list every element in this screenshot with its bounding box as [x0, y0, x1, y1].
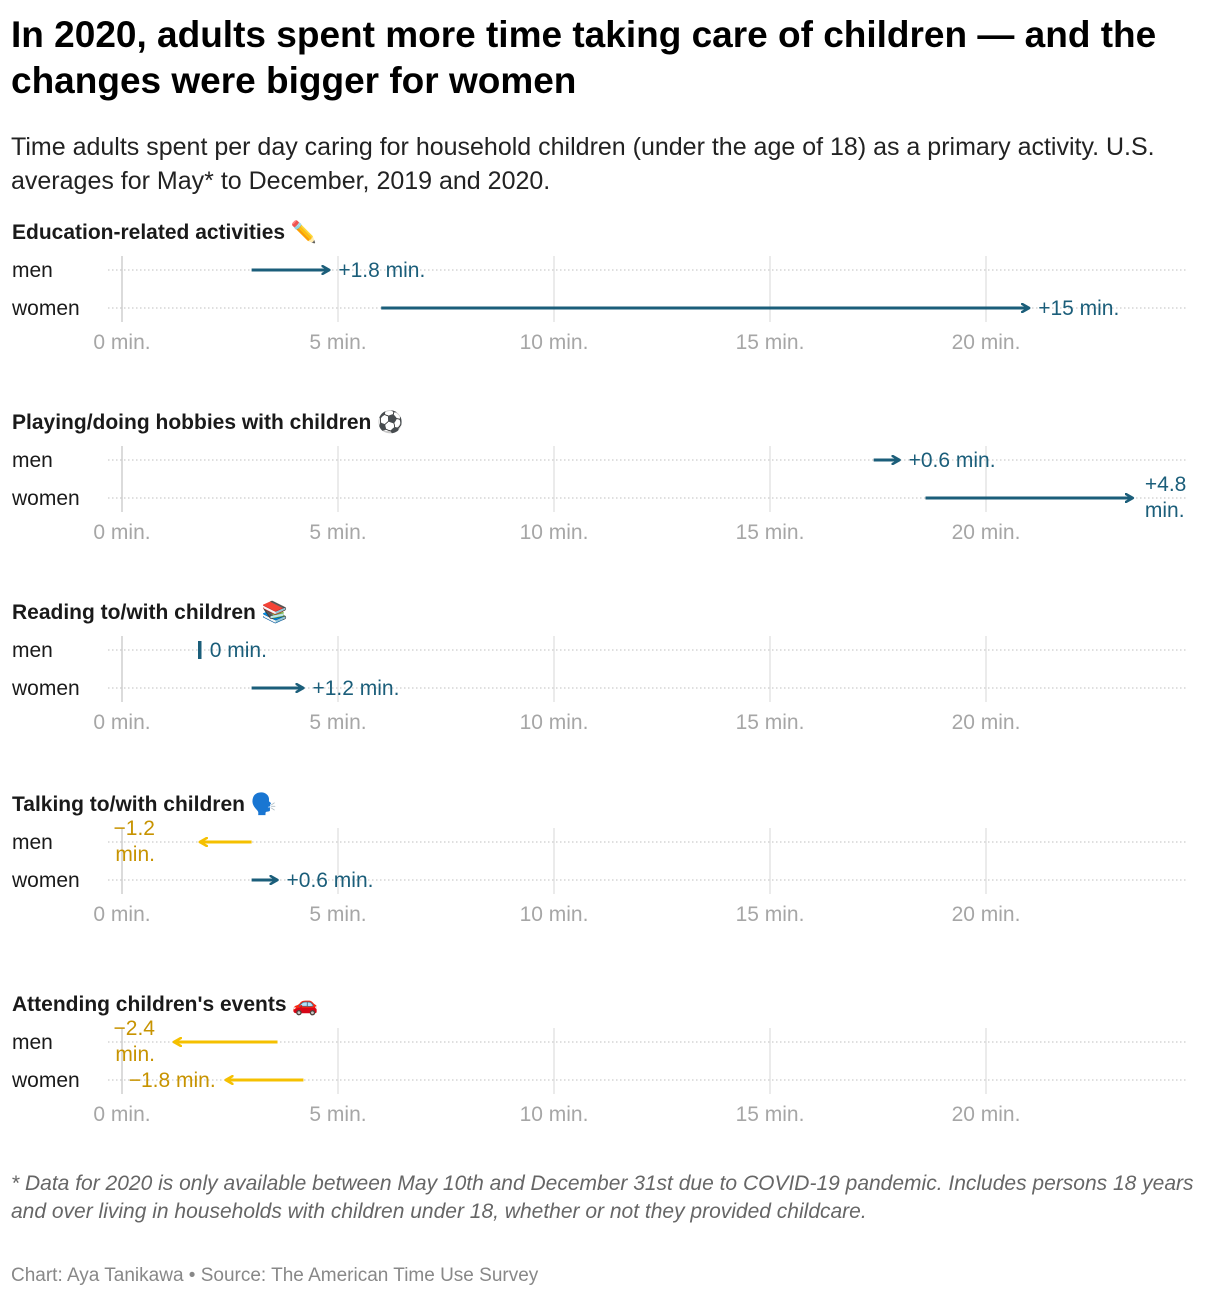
- row-label-men: men: [12, 831, 53, 854]
- row-label-men: men: [12, 449, 53, 472]
- panel-title: Playing/doing hobbies with children ⚽: [12, 409, 403, 434]
- panel-title: Talking to/with children 🗣️: [12, 791, 277, 816]
- x-tick-label: 15 min.: [736, 331, 805, 354]
- panel-title: Education-related activities ✏️: [12, 219, 317, 244]
- chart-title: In 2020, adults spent more time taking c…: [11, 14, 1157, 101]
- x-tick-label: 10 min.: [520, 711, 589, 734]
- x-tick-label: 20 min.: [952, 903, 1021, 926]
- row-label-women: women: [11, 1069, 80, 1092]
- change-label-line: min.: [115, 1043, 155, 1066]
- x-tick-label: 10 min.: [520, 521, 589, 544]
- x-tick-label: 0 min.: [93, 903, 150, 926]
- row-label-men: men: [12, 259, 53, 282]
- x-tick-label: 20 min.: [952, 711, 1021, 734]
- x-tick-label: 5 min.: [309, 711, 366, 734]
- panel-2: Playing/doing hobbies with children ⚽ 0 m…: [11, 409, 1186, 544]
- arrow-chart: Education-related activities ✏️ 0 min. 5 m…: [11, 219, 1186, 1126]
- row-label-men: men: [12, 1031, 53, 1054]
- x-tick-label: 0 min.: [93, 521, 150, 544]
- chart-subtitle: Time adults spent per day caring for hou…: [11, 133, 1155, 195]
- x-tick-label: 0 min.: [93, 331, 150, 354]
- x-tick-label: 10 min.: [520, 331, 589, 354]
- panel-title: Attending children's events 🚗: [12, 993, 319, 1016]
- change-label: −1.8 min.: [129, 1069, 216, 1092]
- x-tick-label: 20 min.: [952, 521, 1021, 544]
- x-tick-label: 0 min.: [93, 711, 150, 734]
- x-tick-label: 5 min.: [309, 903, 366, 926]
- x-tick-label: 20 min.: [952, 331, 1021, 354]
- x-tick-label: 5 min.: [309, 1103, 366, 1126]
- x-tick-label: 15 min.: [736, 903, 805, 926]
- panel-5: Attending children's events 🚗 0 min. 5 min…: [11, 993, 1186, 1126]
- change-label-line: −1.2: [114, 817, 155, 840]
- row-label-women: women: [11, 677, 80, 700]
- change-label: −2.4 min.: [114, 1017, 156, 1066]
- source-credit: Chart: Aya Tanikawa • Source: The Americ…: [11, 1265, 539, 1286]
- change-label-line: +4.8: [1145, 473, 1186, 496]
- panel-3: Reading to/with children 📚 0 min. 5 min. 10…: [11, 600, 1186, 734]
- x-tick-label: 15 min.: [736, 1103, 805, 1126]
- row-label-women: women: [11, 869, 80, 892]
- footnote: * Data for 2020 is only available betwee…: [11, 1172, 1194, 1223]
- change-label: 0 min.: [210, 639, 267, 662]
- x-tick-label: 15 min.: [736, 711, 805, 734]
- x-tick-label: 15 min.: [736, 521, 805, 544]
- change-label-line: −2.4: [114, 1017, 156, 1040]
- row-label-women: women: [11, 297, 80, 320]
- change-label: +1.8 min.: [338, 259, 425, 282]
- panel-1: Education-related activities ✏️ 0 min. 5 m…: [11, 219, 1186, 354]
- change-label-line: min.: [115, 843, 155, 866]
- x-tick-label: 10 min.: [520, 1103, 589, 1126]
- change-label: +15 min.: [1038, 297, 1119, 320]
- x-tick-label: 20 min.: [952, 1103, 1021, 1126]
- panel-4: Talking to/with children 🗣️ 0 min. 5 min. 1…: [11, 791, 1186, 926]
- change-label: +4.8 min.: [1145, 473, 1186, 522]
- panel-title: Reading to/with children 📚: [12, 600, 288, 624]
- x-tick-label: 10 min.: [520, 903, 589, 926]
- row-label-women: women: [11, 487, 80, 510]
- change-label: +0.6 min.: [287, 869, 374, 892]
- change-label: +0.6 min.: [909, 449, 996, 472]
- row-label-men: men: [12, 639, 53, 662]
- change-label: −1.2 min.: [114, 817, 155, 866]
- x-tick-label: 5 min.: [309, 331, 366, 354]
- x-tick-label: 5 min.: [309, 521, 366, 544]
- change-label: +1.2 min.: [312, 677, 399, 700]
- change-label-line: min.: [1145, 499, 1185, 522]
- x-tick-label: 0 min.: [93, 1103, 150, 1126]
